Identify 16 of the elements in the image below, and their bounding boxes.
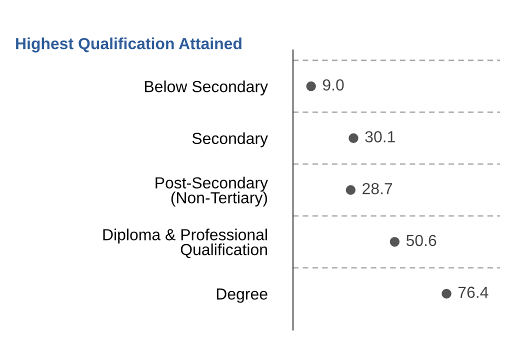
data-label: 28.7 [362,182,392,194]
data-label: 76.4 [458,286,488,298]
y-tick-label: Secondary [192,132,268,148]
point [390,236,400,247]
point [306,81,316,92]
y-tick-label: Diploma & Professional Qualification [103,228,267,258]
text: Highest Qualification Attained [16,38,242,52]
data-label: 9.0 [322,79,344,91]
data-label: 30.1 [365,131,395,142]
y-tick-label: Degree [216,288,268,303]
y-tick-label: Post-Secondary (Non-Tertiary) [156,176,268,207]
point [442,288,452,299]
point [348,133,358,144]
point [346,185,356,195]
y-tick-label: Below Secondary [145,80,268,96]
data-label: 50.6 [406,234,436,246]
